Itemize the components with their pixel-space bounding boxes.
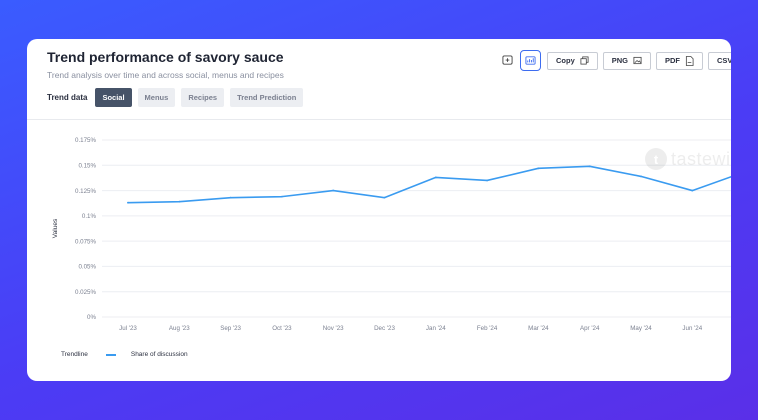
copy-label: Copy	[556, 56, 575, 65]
y-tick-label: 0%	[87, 314, 96, 321]
filter-recipes-button[interactable]: Recipes	[181, 88, 225, 107]
y-tick-label: 0.05%	[78, 264, 96, 271]
csv-button[interactable]: CSV	[708, 51, 731, 70]
chart-legend: Trendline Share of discussion	[61, 351, 188, 358]
pdf-label: PDF	[665, 56, 681, 65]
y-tick-label: 0.1%	[82, 213, 97, 220]
x-tick-label: Feb '24	[477, 325, 498, 332]
export-toolbar: Copy PNG PDF CSV	[499, 50, 731, 71]
image-icon	[633, 56, 642, 65]
data-point	[640, 175, 642, 178]
data-point	[434, 176, 437, 179]
series-line	[127, 165, 731, 204]
dashboard-icon[interactable]	[520, 50, 541, 71]
legend-series-label: Share of discussion	[130, 351, 188, 358]
filter-menus-button[interactable]: Menus	[137, 88, 176, 107]
png-label: PNG	[611, 56, 629, 65]
data-point	[332, 189, 335, 192]
add-note-icon[interactable]	[499, 53, 515, 69]
pdf-file-icon	[685, 55, 694, 66]
x-tick-label: Sep '23	[220, 325, 241, 332]
header-divider	[27, 119, 731, 120]
y-tick-label: 0.075%	[75, 238, 96, 245]
x-tick-label: Apr '24	[580, 325, 600, 332]
y-axis-label: Values	[52, 218, 59, 238]
line-chart: Values 0% 0.025% 0.05% 0.075% 0.1% 0.125% 0.15%…	[52, 137, 731, 332]
legend-swatch	[105, 353, 116, 356]
x-tick-label: Mar '24	[528, 325, 549, 332]
y-tick-label: 0.025%	[75, 289, 96, 296]
watermark-logo: t tastewise	[645, 148, 731, 170]
x-tick-label: Oct '23	[272, 325, 292, 332]
data-point	[281, 195, 283, 198]
data-point	[178, 200, 181, 203]
watermark-text: tastewise	[671, 148, 731, 169]
y-tick-label: 0.125%	[75, 188, 96, 195]
copy-icon	[580, 56, 589, 65]
data-point	[127, 201, 129, 204]
copy-button[interactable]: Copy	[547, 51, 598, 70]
legend-title: Trendline	[61, 351, 88, 358]
y-tick-label: 0.15%	[78, 162, 96, 169]
data-point	[486, 179, 488, 182]
x-tick-label: Nov '23	[323, 325, 344, 332]
x-tick-label: Dec '23	[374, 325, 395, 332]
x-tick-label: Aug '23	[169, 325, 190, 332]
page-title: Trend performance of savory sauce	[47, 49, 284, 65]
filter-label: Trend data	[47, 93, 88, 102]
x-tick-label: Jun '24	[682, 325, 702, 332]
filter-trend-prediction-button[interactable]: Trend Prediction	[230, 88, 304, 107]
data-point	[691, 189, 694, 192]
page-subtitle: Trend analysis over time and across soci…	[47, 70, 284, 80]
data-point	[229, 196, 232, 199]
chart-card: Trend performance of savory sauce Trend …	[27, 39, 731, 381]
trend-data-filters: Trend data Social Menus Recipes Trend Pr…	[47, 88, 309, 107]
y-tick-label: 0.175%	[75, 137, 96, 144]
pdf-button[interactable]: PDF	[656, 51, 704, 70]
x-tick-label: May '24	[630, 325, 652, 332]
csv-label: CSV	[717, 56, 731, 65]
data-point	[383, 196, 386, 199]
x-tick-label: Jul '23	[119, 325, 137, 332]
data-point	[588, 165, 591, 168]
filter-social-button[interactable]: Social	[95, 88, 132, 107]
data-point	[537, 167, 540, 170]
x-tick-label: Jan '24	[426, 325, 446, 332]
png-button[interactable]: PNG	[602, 51, 652, 70]
